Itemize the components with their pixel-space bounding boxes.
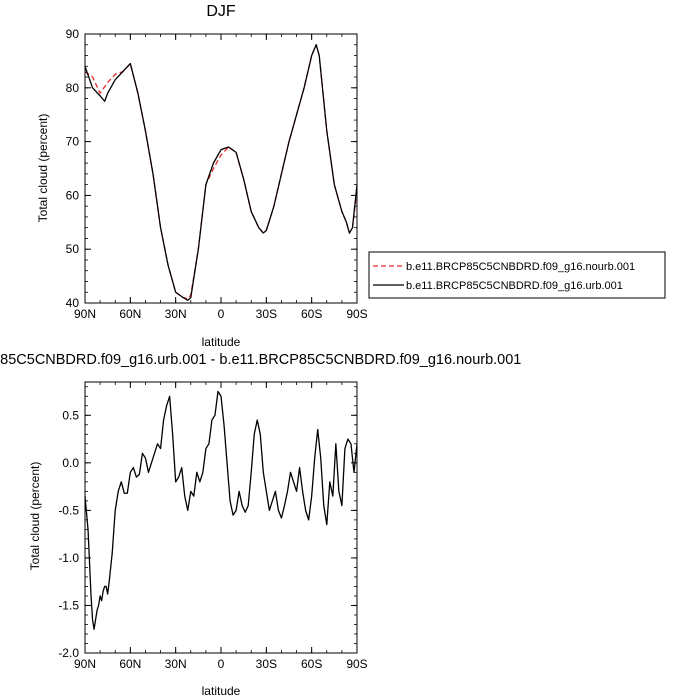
bottom-x-tick-label: 90S	[346, 657, 367, 671]
bottom-x-tick-label: 0	[218, 657, 225, 671]
legend-label-urb: b.e11.BRCP85C5CNBDRD.f09_g16.urb.001	[406, 280, 623, 292]
bottom-chart-title: b.e11.BRCP85C5CNBDRD.f09_g16.urb.001 - b…	[0, 352, 521, 368]
top-panel: DJF 90N 60N 30N 0 30S 60S 90S 40 50 60 70 80 90 lati…	[36, 3, 368, 349]
top-y-axis-label: Total cloud (percent)	[36, 114, 50, 223]
bottom-y-tick-label: 0.5	[62, 408, 79, 422]
bottom-x-tick-label: 60N	[119, 657, 141, 671]
top-y-tick-label: 40	[66, 296, 80, 310]
legend-label-nourb: b.e11.BRCP85C5CNBDRD.f09_g16.nourb.001	[406, 261, 635, 273]
bottom-y-tick-label: -2.0	[58, 646, 79, 660]
top-x-axis-label: latitude	[202, 335, 241, 349]
top-x-tick-label: 30N	[165, 307, 187, 321]
top-y-tick-label: 50	[66, 242, 80, 256]
top-plot-frame	[84, 33, 358, 304]
top-series-line-0	[84, 44, 358, 300]
top-x-tick-label: 60N	[119, 307, 141, 321]
bottom-y-tick-label: -1.5	[58, 598, 79, 612]
bottom-panel: b.e11.BRCP85C5CNBDRD.f09_g16.urb.001 - b…	[0, 352, 521, 698]
bottom-plot-area: 90N 60N 30N 0 30S 60S 90S -2.0 -1.5 -1.0 -0.5 0.0 0.…	[58, 381, 368, 671]
top-y-tick-label: 60	[66, 188, 80, 202]
bottom-series-line-0	[84, 390, 358, 630]
top-x-tick-label: 60S	[301, 307, 322, 321]
top-plot-area: 90N 60N 30N 0 30S 60S 90S 40 50 60 70 80 90	[66, 27, 368, 321]
top-chart-title: DJF	[206, 3, 236, 20]
top-x-tick-label: 90S	[346, 307, 367, 321]
legend-frame	[368, 251, 666, 299]
top-x-tick-label: 0	[218, 307, 225, 321]
bottom-plot-frame	[84, 381, 358, 654]
bottom-y-axis-label: Total cloud (percent)	[28, 462, 42, 571]
bottom-y-tick-label: 0.0	[62, 456, 79, 470]
bottom-x-tick-label: 30S	[256, 657, 277, 671]
legend: b.e11.BRCP85C5CNBDRD.f09_g16.nourb.001 b…	[368, 251, 666, 299]
bottom-x-tick-label: 90N	[74, 657, 96, 671]
bottom-x-tick-label: 30N	[165, 657, 187, 671]
bottom-y-tick-label: -0.5	[58, 503, 79, 517]
top-y-tick-label: 90	[66, 27, 80, 41]
top-x-tick-label: 90N	[74, 307, 96, 321]
bottom-x-axis-label: latitude	[202, 684, 241, 698]
top-y-tick-label: 70	[66, 135, 80, 149]
bottom-x-tick-label: 60S	[301, 657, 322, 671]
bottom-y-tick-label: -1.0	[58, 551, 79, 565]
top-y-tick-label: 80	[66, 81, 80, 95]
top-series-line-1	[84, 44, 358, 301]
top-x-tick-label: 30S	[256, 307, 277, 321]
